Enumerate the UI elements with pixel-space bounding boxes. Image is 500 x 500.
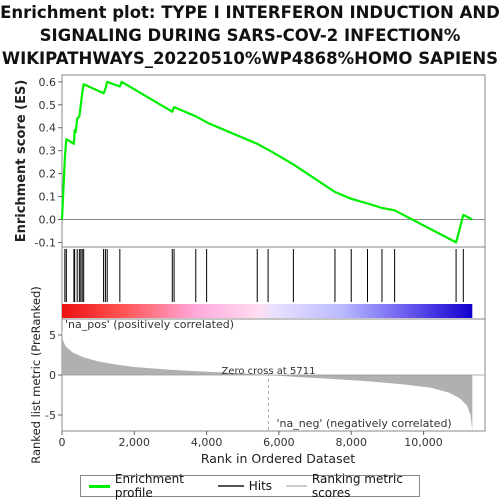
es-y-tick-label: 0.2 — [39, 168, 57, 181]
es-y-tick-label: 0.6 — [39, 76, 57, 89]
legend: Enrichment profile Hits Ranking metric s… — [80, 472, 420, 500]
x-tick-label: 0 — [59, 436, 66, 449]
legend-item-ranking: Ranking metric scores — [286, 472, 419, 500]
x-tick-label: 4,000 — [191, 436, 223, 449]
metric-y-axis-label: Ranked list metric (PreRanked) — [29, 286, 43, 464]
legend-swatch-enrichment — [89, 484, 110, 488]
pos-correlated-label: 'na_pos' (positively correlated) — [65, 318, 234, 331]
legend-item-hits: Hits — [217, 479, 273, 493]
es-y-axis-label: Enrichment score (ES) — [14, 80, 29, 243]
ranking-color-bar — [62, 304, 473, 318]
legend-item-enrichment: Enrichment profile — [89, 472, 204, 500]
legend-label-enrichment: Enrichment profile — [114, 472, 184, 500]
legend-label-ranking: Ranking metric scores — [311, 472, 403, 500]
es-y-tick-label: 0.1 — [39, 191, 57, 204]
es-y-tick-label: -0.1 — [35, 236, 56, 249]
enrichment-profile-line — [60, 80, 473, 244]
x-tick-label: 6,000 — [263, 436, 295, 449]
plot-title-line-3: WIKIPATHWAYS_20220510%WP4868%HOMO SAPIEN… — [1, 49, 499, 68]
plot-title-line-2: SIGNALING DURING SARS-COV-2 INFECTION% — [39, 26, 461, 45]
ranking-metric-area — [62, 330, 473, 431]
neg-correlated-label: 'na_neg' (negatively correlated) — [276, 417, 451, 430]
x-axis-label: Rank in Ordered Dataset — [201, 451, 355, 466]
legend-swatch-hits — [217, 485, 244, 487]
x-tick-label: 2,000 — [119, 436, 151, 449]
legend-label-hits: Hits — [248, 479, 273, 493]
metric-y-tick-label: -5 — [45, 409, 56, 422]
es-y-tick-label: 0.0 — [39, 213, 57, 226]
es-panel — [61, 74, 486, 248]
x-tick-label: 10,000 — [404, 436, 443, 449]
metric-y-tick-label: 5 — [49, 329, 56, 342]
x-tick-label: 8,000 — [335, 436, 367, 449]
es-y-tick-label: 0.3 — [39, 145, 57, 158]
es-y-tick-label: 0.4 — [39, 122, 57, 135]
metric-y-tick-label: 0 — [49, 369, 56, 382]
enrichment-chart-svg: -0.1 0.0 0.1 0.2 0.3 0.4 0.5 0.6 -5 0 5 0 2,000 4,00… — [14, 74, 486, 466]
legend-swatch-ranking — [286, 485, 307, 487]
es-y-tick-label: 0.5 — [39, 99, 57, 112]
plot-title-line-1: Enrichment plot: TYPE I INTERFERON INDUC… — [0, 3, 500, 22]
zero-cross-label: Zero cross at 5711 — [221, 366, 315, 377]
